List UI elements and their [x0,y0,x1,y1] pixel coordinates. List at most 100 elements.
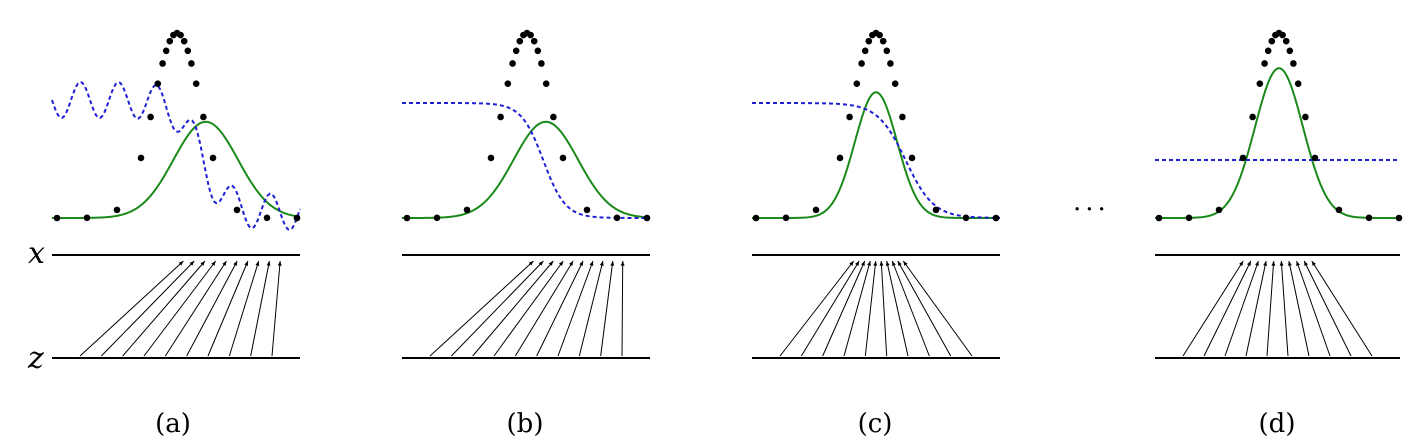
data-point [530,37,538,45]
mapping-arrow [143,260,217,357]
data-point [188,60,195,67]
data-point [1290,60,1297,67]
arrowhead [599,261,604,266]
data-point [846,113,853,121]
arrowhead [1311,261,1316,266]
panel-a [51,29,301,359]
data-point [1395,214,1403,222]
data-point [583,206,591,214]
data-point [1286,47,1294,55]
data-point [1261,60,1268,67]
data-point [643,214,651,222]
mapping-arrow [1280,260,1289,357]
data-point [263,214,271,222]
data-point [1365,214,1373,222]
mapping-arrow [79,260,184,357]
arrowhead [873,261,878,266]
mapping-arrow [779,260,855,357]
data-point [1302,113,1309,121]
data-point [527,31,534,39]
data-point [932,206,940,214]
caption-c: (c) [858,409,893,439]
data-point [1264,47,1272,55]
data-point [992,214,1000,222]
data-point [177,31,184,39]
mapping-arrow [1203,260,1252,357]
mapping-arrow [1245,260,1267,357]
discriminator-curve [51,80,301,231]
data-point [812,206,820,214]
arrowhead [589,261,594,266]
mapping-arrow [886,260,909,357]
x-axis-label: x [28,236,45,271]
mapping-arrow [1182,260,1244,357]
arrowhead [579,261,584,266]
mapping-arrow [578,260,604,357]
arrowhead [1271,261,1276,266]
arrowhead [1279,261,1284,266]
arrowhead [892,261,896,266]
data-point [1215,206,1223,214]
data-point [162,47,170,55]
arrowhead [1304,261,1308,266]
data-point [861,47,869,55]
data-point [1311,154,1319,162]
generator-curve [1155,67,1399,219]
data-point [1282,37,1290,45]
data-point [180,37,188,45]
data-point [891,80,899,87]
data-point [559,154,567,162]
data-point [836,154,844,162]
data-point [200,113,207,121]
data-point [752,214,760,222]
mapping-arrow [902,260,973,357]
arrowhead [897,261,902,266]
arrowhead [1287,261,1292,266]
mapping-arrow [207,260,249,357]
mapping-arrow [164,260,227,357]
mapping-arrow [843,260,871,357]
data-point [433,214,441,222]
mapping-arrow [600,260,614,357]
panel-d [1155,29,1403,359]
data-point [1185,214,1193,222]
data-point [534,47,542,55]
data-point [899,113,906,121]
data-point [908,154,916,162]
mapping-arrow [271,260,281,357]
mapping-arrow [100,260,195,357]
data-point [1268,37,1276,45]
mapping-arrow [864,260,877,357]
data-point [137,154,145,162]
mapping-arrow [557,260,594,357]
data-point [83,214,91,222]
data-point [883,47,891,55]
arrowhead [528,261,534,266]
arrowhead [1255,261,1259,266]
discriminator-curve [752,102,1001,219]
mapping-arrow [621,260,624,357]
data-point [113,206,121,214]
data-point [184,47,192,55]
arrowhead [885,261,890,266]
data-point [782,214,790,222]
mapping-arrow [186,260,238,357]
mapping-arrow [897,260,952,357]
arrowhead [861,261,865,266]
mapping-arrow [1224,260,1259,357]
mapping-arrow [891,260,930,357]
panels-layer [51,29,1403,359]
data-point [887,60,894,67]
data-point [166,37,174,45]
data-point [293,214,301,222]
arrowhead [867,261,871,266]
mapping-arrow [1266,260,1275,357]
data-point [858,60,865,67]
arrowhead [903,261,908,266]
caption-b: (b) [507,409,544,439]
arrowhead [879,261,884,266]
caption-a: (a) [155,409,191,439]
ellipsis: ... [1073,187,1110,217]
arrowhead [277,261,282,266]
